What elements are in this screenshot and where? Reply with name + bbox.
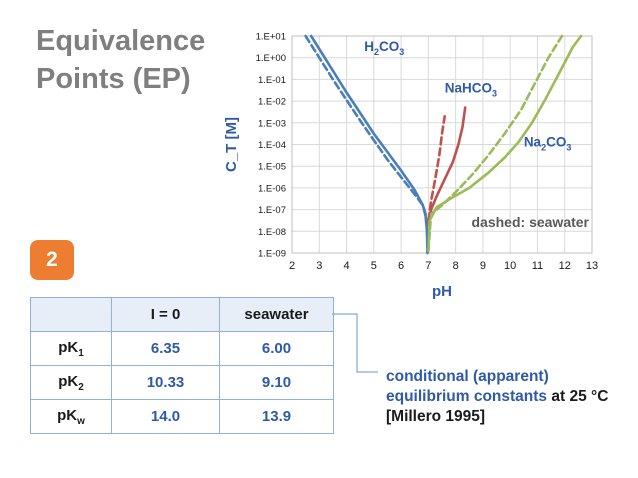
table-row: pKw 14.0 13.9 [30,399,334,434]
x-tick-label: 6 [398,260,404,272]
note-line2: equilibrium constants at 25 °C [386,388,609,405]
step-badge: 2 [30,240,74,280]
callout-note: conditional (apparent) equilibrium const… [386,367,608,427]
series-line [427,115,446,222]
x-tick-label: 4 [343,260,349,272]
row-label: pK1 [30,331,112,366]
y-tick-label: 1.E-02 [258,97,286,108]
value-seawater: 13.9 [219,399,334,434]
y-tick-label: 1.E-06 [258,183,286,194]
note-line3: [Millero 1995] [386,408,486,425]
x-tick-label: 11 [532,260,543,272]
y-tick-label: 1.E+00 [256,53,286,64]
ct-ph-chart: 1.E-09 1.E-08 1.E-07 1.E-06 1.E-05 1.E-04 1.E-… [223,32,598,301]
y-tick-label: 1.E-01 [258,75,286,86]
value-i0: 6.35 [111,331,220,366]
series-line [427,106,467,227]
x-tick-label: 3 [316,260,322,272]
series-label: NaHCO3 [445,80,497,98]
x-tick-label: 8 [453,260,459,272]
x-axis-label: pH [432,283,452,300]
note-line1: conditional (apparent) [386,368,549,385]
series-line [427,34,564,253]
x-tick-label: 2 [289,260,295,272]
x-tick-label: 10 [504,260,516,272]
y-tick-label: 1.E-07 [258,205,286,216]
y-tick-label: 1.E+01 [256,32,286,43]
x-tick-label: 5 [371,260,377,272]
y-tick-label: 1.E-08 [258,227,286,238]
x-tick-label: 7 [425,260,431,272]
value-i0: 14.0 [111,399,220,434]
series-label: H2CO3 [364,39,404,57]
row-label: pKw [30,399,112,434]
x-tick-label: 12 [559,260,571,272]
y-tick-label: 1.E-05 [258,162,286,173]
plot-frame [291,35,593,254]
y-tick-label: 1.E-04 [258,140,286,151]
page-title-line2: Points (EP) [36,63,191,95]
y-axis-label: C_T [M] [223,117,240,172]
y-tick-label: 1.E-03 [258,118,286,129]
table-header-cell: seawater [219,297,334,332]
value-seawater: 9.10 [219,365,334,400]
table-header-cell: I = 0 [111,297,220,332]
series-label: Na2CO3 [524,135,572,153]
table-header-row: I = 0 seawater [30,297,334,332]
row-label: pK2 [30,365,112,400]
series-line [427,34,583,253]
value-i0: 10.33 [111,365,220,400]
series-line [304,34,429,255]
chart-annotation: dashed: seawater [472,214,590,230]
series-line [309,34,429,255]
page-title-line1: Equivalence [36,25,206,57]
x-tick-label: 9 [480,260,486,272]
constants-table: I = 0 seawater pK1 6.35 6.00 pK2 10.33 9… [30,297,334,434]
table-row: pK2 10.33 9.10 [30,365,334,400]
y-tick-label: 1.E-09 [258,249,286,260]
x-tick-label: 13 [586,260,598,272]
page-title: Equivalence Points (EP) [36,22,205,98]
table-header-cell [30,297,112,332]
